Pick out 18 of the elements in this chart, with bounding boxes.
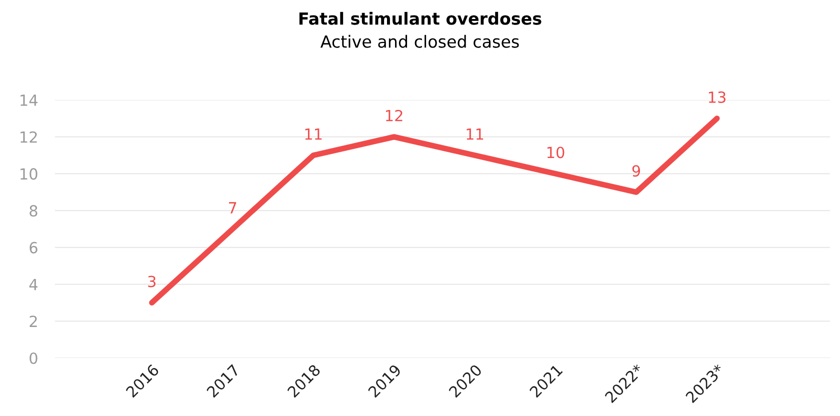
y-tick-label: 14 (20, 94, 38, 106)
chart-subtitle: Active and closed cases (320, 34, 519, 48)
data-label: 11 (305, 128, 322, 140)
y-tick-label: 10 (20, 168, 38, 180)
data-label: 12 (386, 110, 402, 122)
data-label: 9 (632, 165, 640, 177)
y-tick-label: 12 (20, 131, 37, 143)
data-label: 13 (708, 91, 726, 103)
y-tick-label: 4 (29, 278, 38, 290)
data-label: 11 (466, 128, 484, 140)
y-tick-label: 0 (30, 352, 38, 364)
y-tick-label: 6 (30, 242, 38, 254)
chart-title: Fatal stimulant overdoses (299, 12, 542, 25)
y-tick-label: 8 (30, 205, 38, 217)
y-tick-label: 2 (30, 316, 37, 327)
data-label: 3 (148, 276, 156, 288)
data-label: 7 (228, 202, 236, 214)
data-label: 10 (547, 146, 564, 158)
